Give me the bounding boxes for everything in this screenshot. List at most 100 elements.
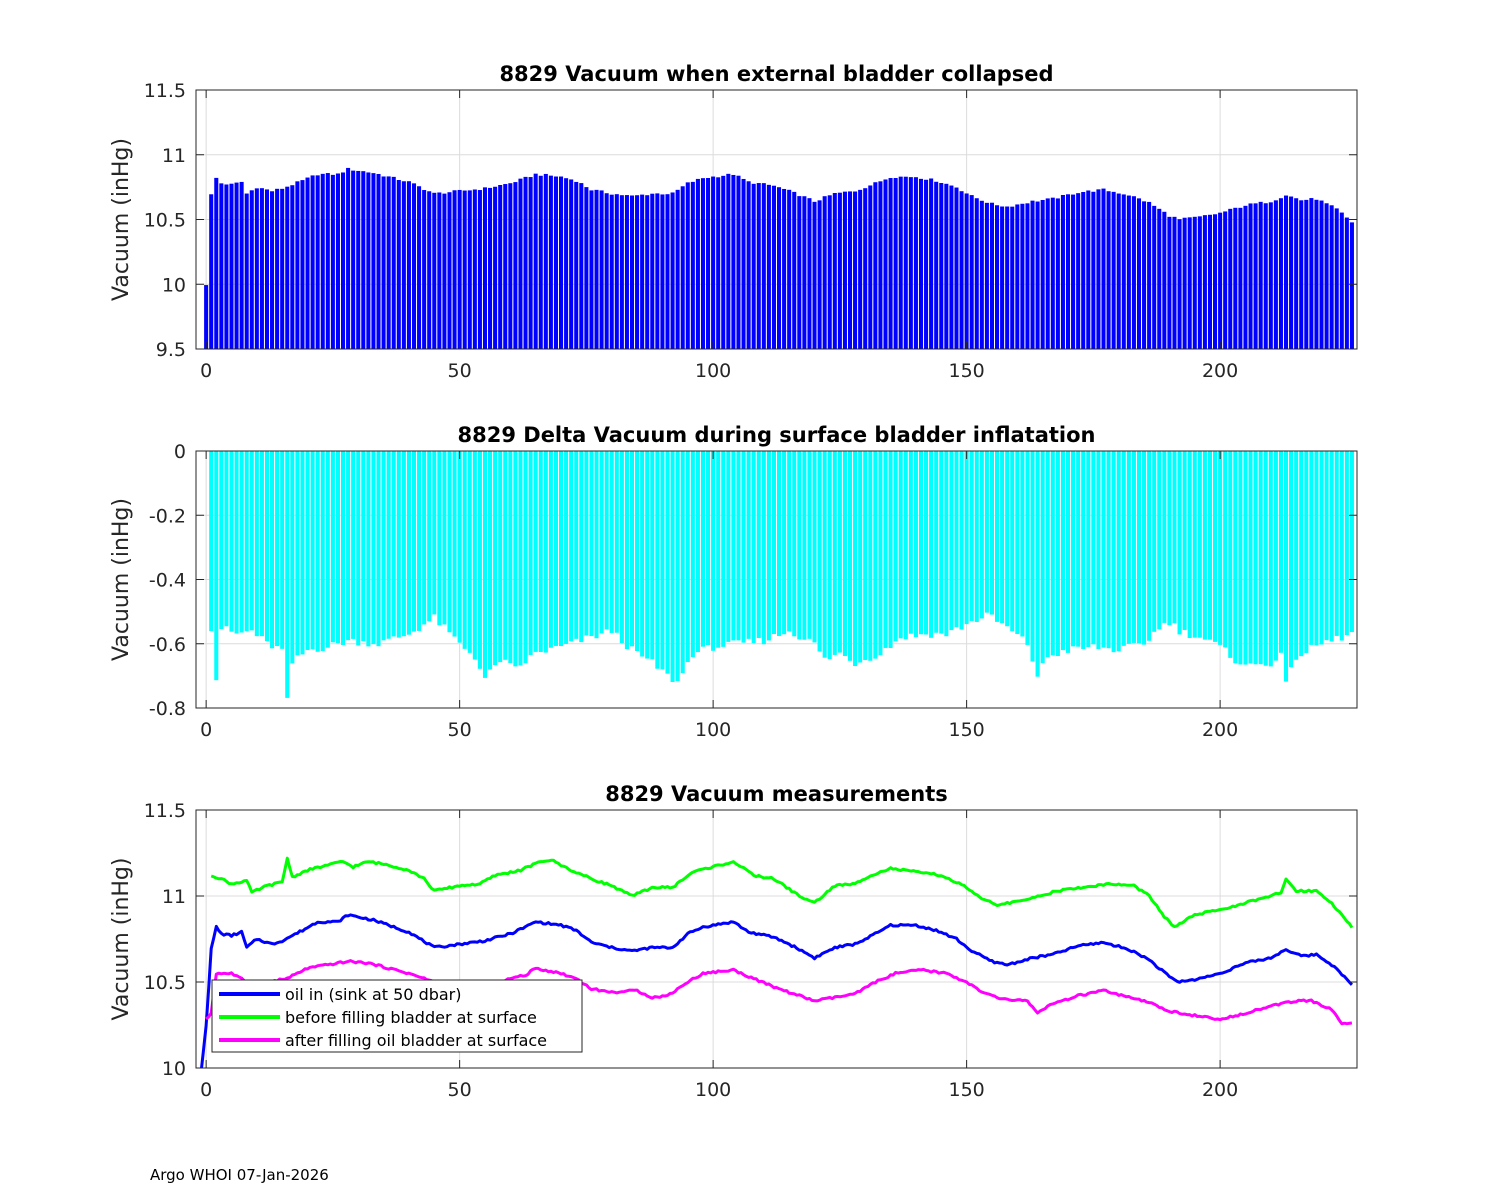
bar (1116, 451, 1121, 652)
bar (482, 451, 488, 678)
bar (832, 192, 837, 349)
bar (239, 181, 244, 349)
bar (1218, 451, 1223, 645)
bar (528, 451, 533, 655)
bar (493, 186, 498, 349)
bar (467, 451, 472, 653)
bar (280, 188, 285, 349)
bar (310, 451, 315, 650)
bar (716, 177, 721, 349)
bar (959, 191, 964, 349)
bar (280, 451, 285, 649)
bar (1299, 200, 1304, 349)
bar (934, 451, 939, 633)
bar (842, 451, 847, 656)
bar (1071, 451, 1076, 647)
bar (1025, 203, 1030, 349)
bar (954, 187, 959, 349)
bar (858, 189, 863, 349)
chart-panel-2: 0 50 100 150 200 -0.8 -0.6 -0.4 -0.2 0 8829 Delta … (109, 423, 1358, 741)
bar (665, 194, 670, 349)
bar (351, 170, 356, 349)
bar (1192, 216, 1197, 349)
bar (411, 183, 417, 349)
bar (320, 173, 325, 349)
bar (467, 190, 472, 349)
bar (1020, 203, 1025, 349)
legend-label: after filling oil bladder at surface (285, 1031, 547, 1050)
bar (756, 183, 761, 349)
bar (285, 451, 290, 698)
bar (472, 189, 477, 349)
bar (1233, 207, 1238, 349)
x-tick-label: 100 (695, 360, 731, 382)
bar (442, 193, 447, 349)
bar (1096, 451, 1101, 649)
bar (1121, 451, 1126, 646)
bar (361, 451, 366, 642)
bar (883, 451, 888, 648)
bar (974, 451, 979, 622)
bar (1283, 451, 1289, 682)
bar (771, 185, 776, 349)
bar (1309, 198, 1314, 349)
bar (508, 451, 513, 664)
bar (559, 451, 564, 647)
bar (777, 187, 782, 349)
bar (457, 189, 462, 349)
bar (1136, 451, 1142, 644)
bar (1202, 215, 1207, 349)
bar (482, 187, 488, 349)
y-axis-label: Vacuum (inHg) (109, 498, 134, 661)
bar (787, 451, 792, 632)
bar (285, 186, 290, 349)
bar (325, 173, 330, 349)
bar (1030, 200, 1035, 349)
bar (1126, 195, 1131, 349)
bar (837, 192, 842, 349)
bar (209, 451, 214, 632)
bar (624, 195, 629, 349)
bar (680, 186, 685, 349)
bar (1172, 451, 1177, 624)
bar (452, 451, 457, 637)
bar (351, 451, 356, 639)
bar (782, 188, 787, 349)
bar (564, 178, 569, 349)
y-tick-label: -0.6 (149, 634, 186, 656)
bar (569, 179, 574, 349)
bar (290, 451, 295, 664)
bar (873, 182, 878, 349)
bar (949, 451, 954, 631)
bar (1207, 451, 1213, 640)
bar (1000, 451, 1005, 624)
bar (726, 451, 731, 642)
bar (498, 185, 503, 349)
bar (543, 451, 548, 653)
bar (1157, 451, 1162, 630)
bar (1177, 219, 1182, 349)
bar (579, 451, 584, 643)
bar (995, 205, 1000, 349)
bar (629, 451, 635, 647)
bar (229, 451, 234, 632)
bar (1278, 198, 1283, 349)
footer-caption: Argo WHOI 07-Jan-2026 (150, 1166, 329, 1184)
bar (624, 451, 629, 650)
bar (447, 451, 452, 633)
bar (619, 195, 624, 349)
bar (1202, 451, 1207, 640)
bar (422, 190, 427, 349)
bar (1329, 451, 1334, 642)
bar (533, 173, 538, 349)
bar (1096, 189, 1101, 349)
bar (792, 451, 797, 637)
bar (736, 175, 741, 349)
bar (452, 190, 457, 349)
bar (234, 451, 239, 634)
bar (391, 451, 396, 637)
bar (863, 188, 868, 349)
bar (1167, 216, 1172, 349)
bar (1152, 451, 1157, 632)
bar (553, 451, 558, 646)
